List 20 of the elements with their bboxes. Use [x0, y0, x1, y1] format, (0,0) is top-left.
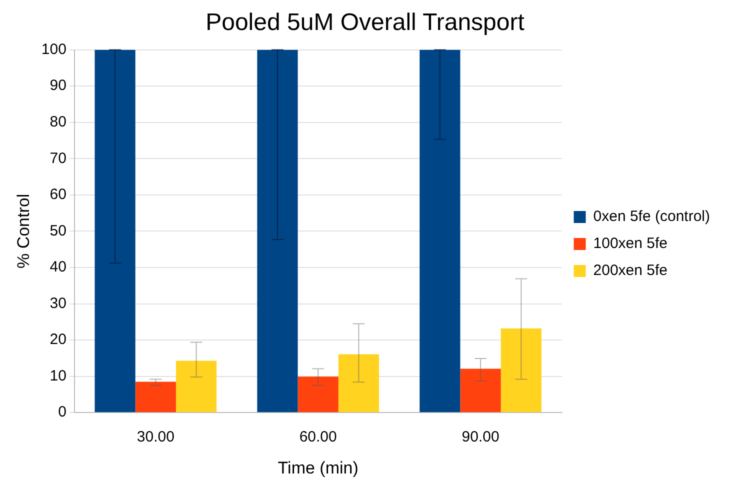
y-tick-label: 30: [50, 294, 66, 312]
x-tick-label: 90.00: [462, 428, 500, 446]
x-tick-label: 60.00: [299, 428, 337, 446]
y-tick-label: 100: [41, 40, 66, 58]
y-tick-label: 80: [50, 114, 66, 130]
chart-title: Pooled 5uM Overall Transport: [206, 9, 525, 36]
y-tick-label: 60: [50, 186, 66, 204]
y-tick-label: 20: [50, 331, 66, 348]
x-tick-label: 30.00: [136, 428, 174, 446]
legend-label: 200xen 5fe: [593, 262, 668, 280]
y-tick-label: 40: [50, 258, 66, 276]
legend-label: 0xen 5fe (control): [593, 208, 710, 226]
y-tick-label: 70: [50, 150, 66, 167]
y-tick-label: 50: [50, 222, 66, 240]
y-tick-label: 90: [50, 77, 66, 94]
legend-label: 100xen 5fe: [593, 235, 668, 252]
y-tick-label: 0: [58, 404, 66, 421]
y-tick-label: 10: [50, 367, 66, 384]
x-axis-title: Time (min): [278, 458, 358, 478]
y-axis-title: % Control: [14, 194, 33, 269]
